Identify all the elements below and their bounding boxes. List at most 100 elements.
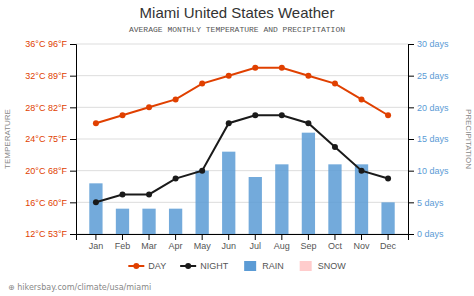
tick-mark	[122, 234, 123, 240]
tick-label: 20 days	[417, 103, 449, 113]
tick: 10 days	[408, 166, 449, 176]
tick: 24°C 75°F	[25, 134, 76, 144]
tick: May	[194, 234, 212, 251]
tick: Oct	[328, 234, 343, 251]
tick-label: Feb	[115, 241, 131, 251]
tick-label: Nov	[354, 241, 371, 251]
tick-mark	[408, 44, 414, 45]
legend-label: DAY	[148, 261, 166, 271]
tick: Jan	[89, 234, 104, 251]
annotation: ⊕ hikersbay.com/climate/usa/miami	[8, 283, 151, 292]
legend-label: NIGHT	[200, 261, 229, 271]
grid-line	[76, 44, 408, 45]
tick: 16°C 60°F	[25, 198, 76, 208]
y2-axis: 0 days 5 days 10 days 15 days 20 days 25 days…	[408, 39, 449, 239]
marker	[305, 120, 311, 126]
tick: Sep	[300, 234, 316, 251]
tick: 20°C 68°F	[25, 166, 76, 176]
tick: Jul	[250, 234, 262, 251]
tick: 28°C 82°F	[25, 103, 76, 113]
marker	[199, 81, 205, 87]
tick-mark	[202, 234, 203, 240]
bar	[222, 152, 235, 234]
tick-mark	[70, 234, 76, 235]
marker	[146, 104, 152, 110]
tick-mark	[408, 76, 414, 77]
tick-mark	[70, 202, 76, 203]
tick-label: 10 days	[417, 166, 449, 176]
marker	[93, 199, 99, 205]
tick-label: Apr	[169, 241, 183, 251]
axis-line	[70, 45, 77, 235]
tick-mark	[361, 234, 362, 240]
line-series	[93, 112, 391, 205]
marker	[359, 168, 365, 174]
bar	[275, 164, 288, 234]
chart: Miami United States WeatherAVERAGE MONTH…	[0, 0, 474, 296]
legend-label: SNOW	[318, 261, 347, 271]
tick-label: 16°C 60°F	[25, 198, 67, 208]
tick-mark	[408, 171, 414, 172]
tick-mark	[70, 76, 76, 77]
marker	[332, 81, 338, 87]
bar	[302, 133, 315, 234]
tick-label: 0 days	[417, 229, 444, 239]
legend: DAY NIGHT RAIN SNOW	[128, 261, 346, 271]
tick-mark	[70, 44, 76, 45]
tick: 0 days	[408, 229, 444, 239]
marker	[279, 65, 285, 71]
tick-mark	[175, 234, 176, 240]
tick-label: Mar	[141, 241, 157, 251]
marker	[279, 112, 285, 118]
grid-line	[76, 139, 408, 140]
y-axis-title: TEMPERATURE	[3, 109, 12, 169]
tick-label: 36°C 96°F	[25, 39, 67, 49]
marker	[93, 120, 99, 126]
tick: 36°C 96°F	[25, 39, 76, 49]
tick-label: Jun	[221, 241, 236, 251]
tick-label: Dec	[380, 241, 397, 251]
grid-line	[76, 107, 408, 108]
tick-mark	[255, 234, 256, 240]
marker	[252, 112, 258, 118]
line-series	[93, 65, 391, 126]
legend-item: NIGHT	[180, 261, 229, 271]
marker	[119, 191, 125, 197]
tick-label: Jan	[89, 241, 104, 251]
tick-mark	[70, 139, 76, 140]
tick-label: 32°C 89°F	[25, 71, 67, 81]
plot-area	[89, 65, 394, 234]
marker	[173, 176, 179, 182]
tick-mark	[334, 234, 335, 240]
tick: 12°C 53°F	[25, 229, 76, 239]
tick: 25 days	[408, 71, 449, 81]
legend-label: RAIN	[262, 261, 284, 271]
tick-label: 12°C 53°F	[25, 229, 67, 239]
tick-mark	[308, 234, 309, 240]
tick: Aug	[274, 234, 290, 251]
tick-mark	[281, 234, 282, 240]
bar	[169, 209, 182, 234]
tick: 5 days	[408, 198, 444, 208]
marker	[385, 112, 391, 118]
tick-mark	[408, 139, 414, 140]
bar	[381, 202, 394, 234]
tick-mark	[70, 171, 76, 172]
tick-label: Sep	[300, 241, 316, 251]
tick-label: 24°C 75°F	[25, 134, 67, 144]
marker	[305, 73, 311, 79]
bar	[249, 177, 262, 234]
marker	[252, 65, 258, 71]
tick: 15 days	[408, 134, 449, 144]
marker	[359, 96, 365, 102]
marker	[119, 112, 125, 118]
tick-mark	[149, 234, 150, 240]
tick: 32°C 89°F	[25, 71, 76, 81]
tick-label: 5 days	[417, 198, 444, 208]
title: Miami United States Weather	[140, 4, 335, 21]
axis-line	[77, 235, 409, 241]
tick: Apr	[169, 234, 183, 251]
tick: Feb	[115, 234, 131, 251]
tick: 30 days	[408, 39, 449, 49]
bar	[142, 209, 155, 234]
